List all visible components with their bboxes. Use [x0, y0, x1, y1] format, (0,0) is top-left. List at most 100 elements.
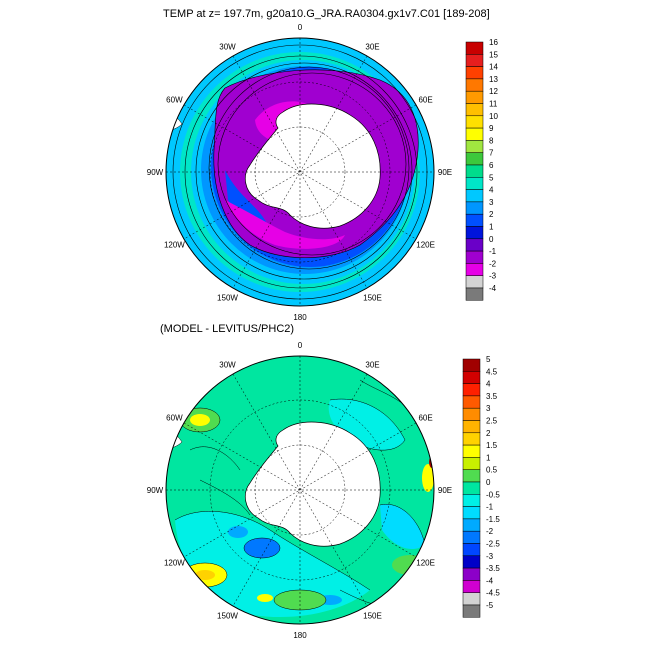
p1-colorbar-swatch	[465, 213, 484, 227]
p1-colorbar-label: 3	[489, 198, 494, 207]
p2-blue-amundsen	[244, 538, 280, 558]
panel2-map: 0 30E 60E 90E 120E 150E 180 150W 120W 90W 60W 30W	[147, 341, 452, 640]
p2-colorbar-swatch	[462, 444, 481, 458]
longitude-label: 60E	[418, 414, 432, 423]
p1-colorbar-label: 0	[489, 235, 494, 244]
p1-colorbar-swatch	[465, 115, 484, 129]
p2-yellow-east	[422, 464, 434, 492]
p2-yellow-sa	[190, 414, 210, 426]
p1-colorbar-swatch	[465, 152, 484, 166]
p2-colorbar-label: 3.5	[486, 392, 498, 401]
p2-colorbar-swatch	[462, 481, 481, 495]
p1-colorbar-label: 1	[489, 223, 494, 232]
p2-colorbar-label: 0	[486, 478, 491, 487]
p1-colorbar-label: 9	[489, 124, 494, 133]
longitude-label: 90W	[147, 486, 164, 495]
p2-colorbar-label: -4.5	[486, 589, 500, 598]
p2-colorbar-label: 2.5	[486, 417, 498, 426]
p1-magenta-ross	[225, 200, 345, 249]
longitude-label: 60W	[166, 414, 183, 423]
p2-colorbar-swatch	[462, 494, 481, 507]
p1-colorbar-swatch	[465, 164, 484, 178]
p2-map-border	[165, 355, 435, 625]
p2-colorbar-label: 0.5	[486, 466, 498, 475]
p1-colorbar-swatch	[465, 140, 484, 153]
longitude-label: 120E	[416, 559, 435, 568]
p2-antarctica	[244, 421, 381, 547]
longitude-label: 180	[293, 313, 307, 322]
p1-map-border	[165, 37, 435, 307]
longitude-label: 120W	[164, 241, 185, 250]
longitude-label: 30E	[365, 360, 379, 369]
p1-longitude-labels: 0 30E 60E 90E 120E 150E 180 150W 120W 90W 60W 30W	[147, 23, 452, 322]
p2-blue-patch-2	[228, 526, 248, 538]
longitude-label: 0	[298, 341, 303, 350]
longitude-label: 30E	[365, 42, 379, 51]
longitude-label: 150W	[217, 294, 238, 303]
p1-colorbar-swatch	[465, 189, 484, 203]
p2-colorbar-swatch	[462, 580, 481, 593]
p2-colorbar-label: 1.5	[486, 441, 498, 450]
longitude-label: 60E	[418, 96, 432, 105]
p2-colorbar-swatch	[462, 432, 481, 446]
p2-colorbar-swatch	[462, 555, 481, 569]
p2-graticule	[166, 356, 434, 624]
longitude-label: 30W	[219, 42, 236, 51]
longitude-label: 0	[298, 23, 303, 32]
p1-blue-tongue	[225, 170, 270, 231]
p2-colorbar-label: -5	[486, 601, 494, 610]
p1-colorbar-swatch	[465, 90, 484, 104]
p1-contours	[172, 44, 428, 300]
p2-colorbar-swatch	[462, 358, 481, 372]
panel2-colorbar: 5 4.5 4 3.5 3 2.5 2 1.5 1 0.5 0 -0.5 -1 -1.5 -2 -2.5 -3 -…	[462, 355, 500, 618]
longitude-label: 30W	[219, 360, 236, 369]
p2-colorbar-swatch	[462, 543, 481, 557]
p1-colorbar-swatch	[465, 250, 484, 264]
p1-colorbar-label: 7	[489, 149, 494, 158]
p1-colorbar-swatch	[465, 41, 484, 55]
p1-antarctica	[244, 103, 381, 229]
p1-colorbar-label: -2	[489, 259, 497, 268]
p1-colorbar-label: 4	[489, 186, 494, 195]
p2-colorbar-swatch	[462, 407, 481, 421]
p2-colorbar-swatch	[462, 567, 481, 581]
p2-colorbar-label: 4.5	[486, 367, 498, 376]
p1-colorbar-label: 12	[489, 87, 498, 96]
p2-colorbar-label: -3	[486, 552, 494, 561]
p1-colorbar-label: 6	[489, 161, 494, 170]
p1-colorbar-swatch	[465, 287, 484, 301]
p1-colorbar-label: 13	[489, 75, 498, 84]
p1-colorbar-swatch	[465, 275, 484, 289]
p1-colorbar-label: 10	[489, 112, 498, 121]
p1-colorbar-label: 14	[489, 63, 498, 72]
p2-yellow-south	[257, 594, 273, 602]
p2-colorbar-swatch	[462, 395, 481, 409]
longitude-label: 90W	[147, 168, 164, 177]
p1-colorbar-label: 15	[489, 50, 498, 59]
p2-colorbar-label: -0.5	[486, 490, 500, 499]
p2-colorbar-label: -2.5	[486, 540, 500, 549]
p2-colorbar-label: -3.5	[486, 564, 500, 573]
longitude-label: 150E	[363, 294, 382, 303]
panel1-title: TEMP at z= 197.7m, g20a10.G_JRA.RA0304.g…	[163, 8, 490, 20]
p2-colorbar-swatch	[462, 604, 481, 618]
panel2-title: (MODEL - LEVITUS/PHC2)	[160, 323, 295, 335]
p1-colorbar-swatch	[465, 78, 484, 92]
p2-colorbar-swatch	[462, 592, 481, 606]
p2-colorbar-swatch	[462, 518, 481, 532]
p1-graticule	[166, 38, 434, 306]
p2-colorbar-swatch	[462, 506, 481, 520]
p2-colorbar-swatch	[462, 530, 481, 544]
longitude-label: 60W	[166, 96, 183, 105]
longitude-label: 90E	[438, 486, 452, 495]
p1-colorbar-label: 11	[489, 100, 498, 109]
p2-colorbar-swatch	[462, 457, 481, 470]
p1-colorbar-swatch	[465, 66, 484, 80]
p2-colorbar-label: 4	[486, 380, 491, 389]
p1-colorbar-swatch	[465, 54, 484, 67]
p2-longitude-labels: 0 30E 60E 90E 120E 150E 180 150W 120W 90W 60W 30W	[147, 341, 452, 640]
p2-colorbar-label: -4	[486, 576, 494, 585]
p1-colorbar-label: 2	[489, 210, 494, 219]
